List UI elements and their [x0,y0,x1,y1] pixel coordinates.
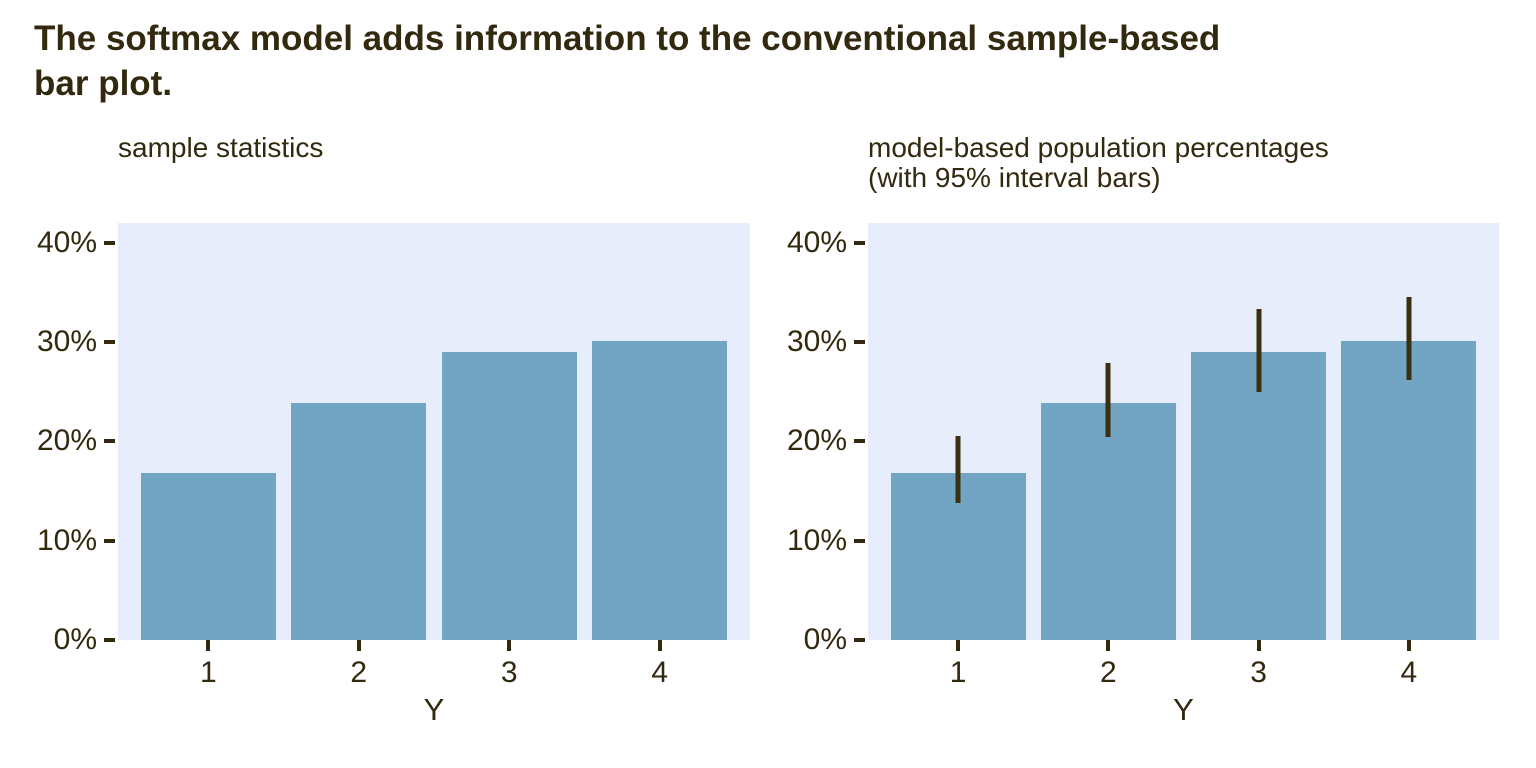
x-tick-label: 4 [1400,656,1418,689]
plot-model-based: model-based population percentages (with… [768,133,1536,728]
chart-area: 0% 10% 20% 30% 40% 1 2 3 4 [0,223,768,689]
y-tick-mark [854,439,865,444]
figure-title: The softmax model adds information to th… [34,19,1221,103]
x-tick-label: 3 [500,656,518,689]
bar [592,341,728,640]
interval-bar [1105,363,1111,438]
y-tick: 10% [37,524,115,558]
y-tick: 30% [37,325,115,359]
y-axis: 0% 10% 20% 30% 40% [768,223,868,656]
plot-subtitle: sample statistics [118,132,324,163]
bar [140,473,276,640]
y-tick-mark [854,240,865,245]
y-tick: 20% [787,424,865,458]
y-tick: 0% [804,623,865,657]
y-tick: 40% [37,226,115,260]
x-tick-mark [206,640,211,651]
x-tick-label: 3 [1250,656,1267,689]
y-tick-label: 30% [786,325,847,359]
y-tick-label: 10% [36,523,97,557]
plot-subtitle: model-based population percentages (with… [868,132,1329,193]
x-tick-label: 1 [949,656,967,689]
y-tick-mark [104,340,115,345]
y-tick-mark [104,638,115,642]
y-tick-label: 0% [803,623,847,656]
bar [1191,352,1327,640]
y-tick: 10% [787,524,865,558]
bar [1341,341,1477,640]
x-tick-label: 2 [1100,656,1117,689]
x-tick-mark [507,640,512,651]
x-axis-title: Y [423,692,445,727]
y-tick: 20% [37,424,115,458]
x-tick-mark [1256,640,1261,651]
y-tick-label: 20% [786,424,847,458]
y-tick: 0% [54,623,115,657]
bar [291,402,427,640]
y-axis: 0% 10% 20% 30% 40% [0,223,118,656]
y-tick-mark [104,538,115,543]
x-tick-mark [1106,640,1111,651]
y-tick-label: 30% [36,325,97,359]
plot-panel: 1 2 3 4 [868,223,1499,689]
x-tick-mark [1406,640,1411,651]
bar [441,352,577,640]
y-tick-label: 0% [53,623,97,656]
y-tick-mark [854,638,865,642]
x-axis-title: Y [1173,692,1194,727]
x-tick-mark [356,640,361,651]
x-tick-mark [657,640,662,651]
interval-bar [1406,297,1412,380]
y-tick-label: 10% [786,523,847,557]
x-tick-mark [956,640,961,651]
x-tick-label: 4 [651,656,669,689]
y-tick-label: 40% [36,225,97,259]
y-tick-mark [854,340,865,345]
y-tick: 30% [787,325,865,359]
interval-bar [1256,309,1262,392]
y-tick-mark [104,240,115,245]
chart-area: 0% 10% 20% 30% 40% 1 2 3 4 [768,223,1536,689]
bar [1040,402,1176,640]
y-tick-mark [854,538,865,543]
x-tick-label: 1 [199,656,217,689]
plot-sample-statistics: sample statistics 0% 10% 20% 30% 40% 1 2 3 4 Y [0,133,768,728]
x-tick-label: 2 [350,656,368,689]
y-tick-label: 20% [36,424,97,458]
y-tick-mark [104,439,115,444]
plot-panel: 1 2 3 4 [118,223,750,689]
y-tick-label: 40% [786,225,847,259]
interval-bar [955,436,961,503]
y-tick: 40% [787,226,865,260]
